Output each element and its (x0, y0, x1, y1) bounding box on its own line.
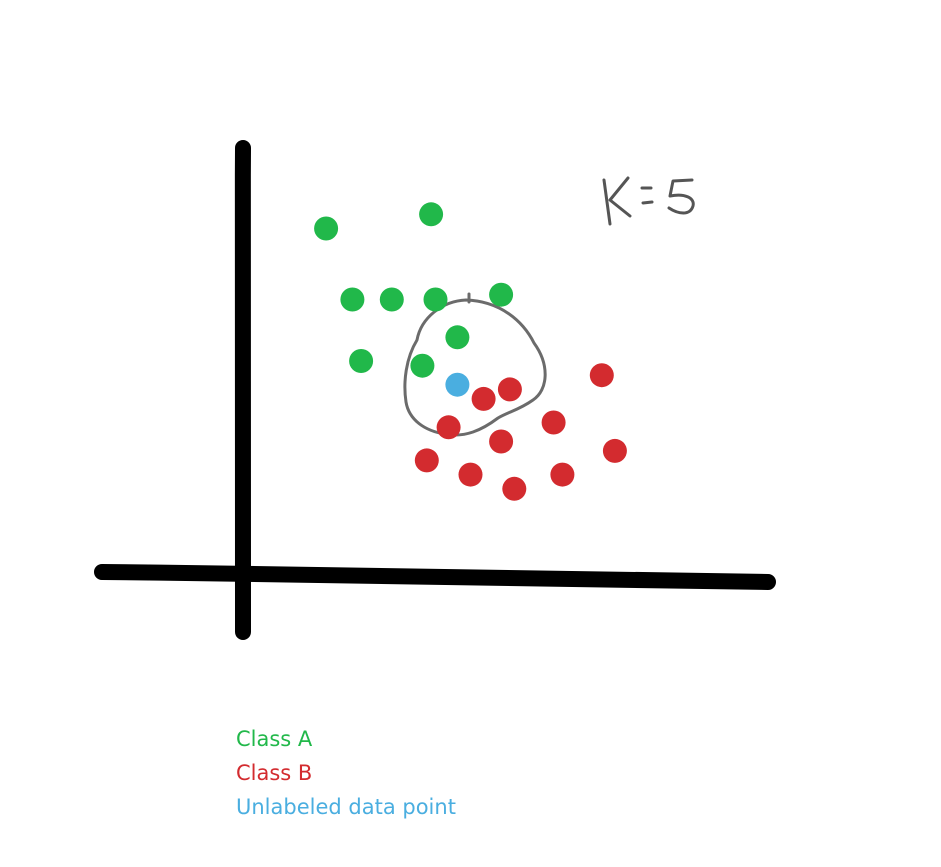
legend-unlabeled: Unlabeled data point (236, 795, 456, 819)
class-b-point-10 (550, 462, 575, 487)
class-a-point-8 (410, 353, 435, 378)
class-a-point-7 (349, 349, 374, 373)
class-a-point-6 (489, 282, 514, 307)
class-b-point-3 (436, 415, 461, 440)
class-a-point-5 (423, 287, 448, 312)
k-annotation (602, 176, 695, 226)
class-b-point-5 (541, 410, 566, 435)
class-b-point-7 (414, 448, 439, 473)
class-a-point-2 (419, 202, 444, 227)
class-a-point-1 (314, 216, 339, 241)
unlabeled-data-point-point-1 (445, 372, 470, 397)
class-a-point-9 (445, 325, 470, 350)
class-a-point-4 (379, 287, 404, 312)
y-axis-line (234, 140, 252, 640)
class-b-point-9 (502, 476, 527, 501)
neighborhood-outline (403, 298, 547, 437)
data-points (314, 202, 627, 501)
class-b-point-4 (489, 429, 514, 454)
class-b-point-2 (497, 377, 522, 402)
class-b-point-8 (458, 462, 483, 487)
x-axis-line (94, 564, 776, 590)
class-b-point-6 (589, 363, 614, 388)
class-b-point-11 (602, 438, 627, 463)
class-a-point-3 (340, 287, 365, 312)
legend-class-a: Class A (236, 727, 313, 751)
class-b-point-1 (471, 386, 496, 411)
axes (94, 140, 776, 640)
legend: Class A Class B Unlabeled data point (236, 722, 456, 824)
legend-class-b: Class B (236, 761, 313, 785)
